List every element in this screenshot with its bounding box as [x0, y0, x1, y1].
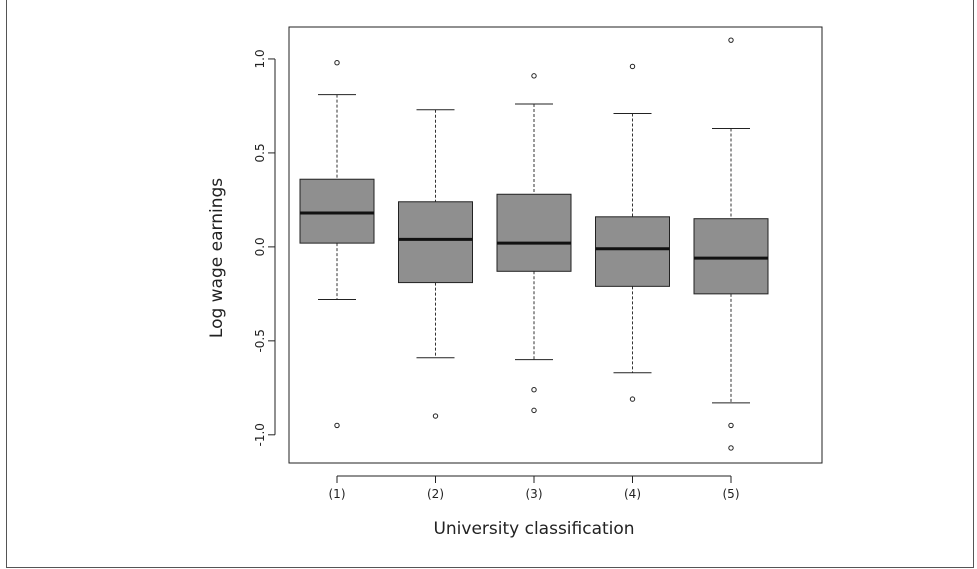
- outlier-point: [629, 396, 636, 402]
- y-axis-title: Log wage earnings: [207, 178, 227, 338]
- plot-area: [288, 26, 823, 464]
- iqr-box: [595, 216, 670, 287]
- x-axis: (1) (2) (3) (4) (5): [329, 475, 740, 501]
- boxes-layer: [299, 37, 769, 451]
- y-tick-label: -1.0: [253, 423, 267, 446]
- box-group: [595, 63, 670, 402]
- outlier-point: [728, 422, 734, 429]
- outlier-point: [629, 63, 636, 70]
- outlier-point: [531, 387, 537, 393]
- y-tick-label: 1.0: [253, 49, 267, 68]
- outlier-point: [432, 413, 439, 419]
- outlier-point: [334, 422, 340, 429]
- x-tick-label: (4): [624, 487, 641, 501]
- box-group: [299, 60, 375, 429]
- iqr-box: [496, 193, 572, 272]
- x-tick-label: (2): [427, 487, 444, 501]
- outlier-point: [334, 60, 340, 66]
- iqr-box: [693, 218, 769, 295]
- x-tick-label: (1): [329, 487, 346, 501]
- outlier-point: [531, 407, 537, 414]
- y-tick-label: 0.0: [253, 237, 267, 256]
- y-tick-label: 0.5: [253, 143, 267, 162]
- outlier-point: [531, 73, 537, 79]
- box-group: [496, 73, 572, 414]
- outlier-point: [728, 37, 734, 43]
- outlier-point: [728, 445, 734, 451]
- y-axis: -1.0 -0.5 0.0 0.5 1.0: [253, 49, 276, 447]
- y-tick-label: -0.5: [253, 329, 267, 352]
- x-axis-title: University classification: [433, 519, 634, 539]
- figure-frame: [6, 0, 974, 568]
- x-tick-label: (5): [723, 487, 740, 501]
- iqr-box: [299, 178, 375, 244]
- box-group: [398, 109, 473, 419]
- box-group: [693, 37, 769, 451]
- iqr-box: [398, 201, 473, 284]
- x-tick-label: (3): [526, 487, 543, 501]
